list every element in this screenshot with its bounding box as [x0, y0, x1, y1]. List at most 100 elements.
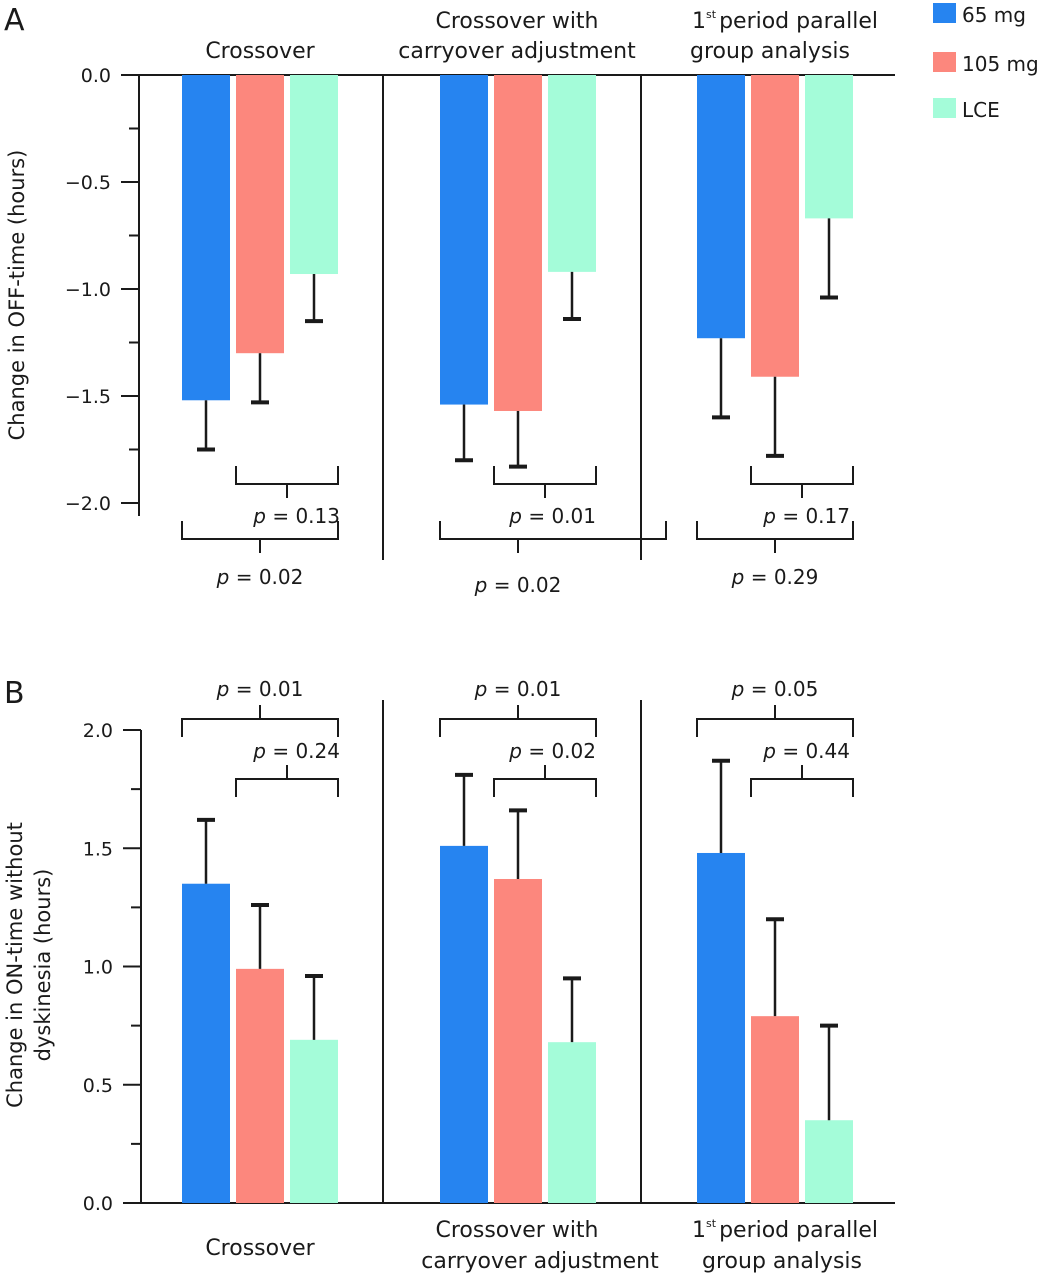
- p-value-label: p = 0.29: [731, 565, 819, 589]
- y-tick-label: −1.5: [65, 386, 111, 408]
- y-tick-label: −0.5: [65, 172, 111, 194]
- y-tick-label: 0.0: [83, 1193, 113, 1215]
- p-value: = 0.02: [522, 739, 596, 763]
- bar-65-mg-group-2: [440, 75, 488, 405]
- p-symbol: p: [216, 677, 230, 701]
- ordinal-rest: period parallel: [719, 9, 878, 34]
- bar-lce-group-1: [290, 1039, 338, 1203]
- legend-swatch-105mg: [933, 52, 956, 72]
- comparison-bracket: [181, 718, 339, 737]
- p-value-label: p = 0.05: [731, 677, 819, 701]
- bar-105-mg-group-1: [236, 968, 284, 1203]
- panel-a-comparisons: p = 0.13p = 0.02p = 0.01p = 0.02p = 0.17…: [181, 466, 854, 597]
- p-symbol: p: [252, 739, 266, 763]
- legend: 65 mg 105 mg LCE: [933, 3, 1039, 122]
- panel-b-y-axis-label-line2: dyskinesia (hours): [31, 869, 55, 1062]
- panel-b: Change in ON-time without dyskinesia (ho…: [3, 677, 895, 1274]
- bar-65-mg-group-2: [440, 845, 488, 1203]
- bar-lce-group-2: [548, 1042, 596, 1203]
- y-tick-label: 1.5: [83, 838, 113, 860]
- p-value-label: p = 0.24: [252, 739, 340, 763]
- y-tick-label: −1.0: [65, 279, 111, 301]
- p-symbol: p: [216, 565, 230, 589]
- panel-b-group-title-carryover-line2: carryover adjustment: [421, 1249, 659, 1274]
- bar-105-mg-group-3: [751, 75, 799, 377]
- panel-a-bars: [182, 75, 853, 469]
- bar-105-mg-group-2: [494, 75, 542, 411]
- panel-b-group-title-parallel-line1: 1st period parallel: [692, 1217, 878, 1243]
- p-value-label: p = 0.17: [762, 504, 850, 528]
- p-value: = 0.01: [487, 677, 561, 701]
- y-tick-label: 0.5: [83, 1075, 113, 1097]
- y-tick-label: 2.0: [83, 720, 113, 742]
- p-value-label: p = 0.02: [508, 739, 596, 763]
- legend-label-65mg: 65 mg: [962, 3, 1026, 27]
- bar-65-mg-group-1: [182, 75, 230, 401]
- bar-lce-group-2: [548, 75, 596, 272]
- bar-105-mg-group-1: [236, 75, 284, 354]
- comparison-bracket: [235, 778, 339, 797]
- p-value: = 0.02: [487, 573, 561, 597]
- panel-b-group-title-parallel-line2: group analysis: [702, 1249, 862, 1274]
- legend-label-105mg: 105 mg: [962, 52, 1039, 76]
- panel-a-y-axis-label: Change in OFF-time (hours): [5, 150, 29, 441]
- p-symbol: p: [731, 565, 745, 589]
- comparison-bracket: [235, 466, 339, 485]
- p-symbol: p: [508, 739, 522, 763]
- p-value-label: p = 0.02: [474, 573, 562, 597]
- ordinal-superscript: st: [706, 1217, 717, 1230]
- p-value: = 0.44: [776, 739, 850, 763]
- y-tick-label: 1.0: [83, 957, 113, 979]
- bar-lce-group-3: [805, 1120, 853, 1203]
- p-value-label: p = 0.01: [508, 504, 596, 528]
- p-value: = 0.01: [522, 504, 596, 528]
- panel-a-letter: A: [4, 3, 25, 38]
- y-tick-label: −2.0: [65, 493, 111, 515]
- p-value: = 0.24: [266, 739, 340, 763]
- ordinal-rest: period parallel: [719, 1218, 878, 1243]
- p-symbol: p: [252, 504, 266, 528]
- legend-label-lce: LCE: [962, 98, 1000, 122]
- comparison-bracket: [750, 466, 854, 485]
- comparison-bracket: [439, 521, 667, 540]
- p-value-label: p = 0.01: [216, 677, 304, 701]
- panel-a-group-title-parallel-line1: 1st period parallel: [692, 8, 878, 34]
- bar-105-mg-group-2: [494, 878, 542, 1203]
- legend-swatch-65mg: [933, 3, 956, 23]
- ordinal-number: 1: [692, 1218, 706, 1243]
- comparison-bracket: [696, 718, 854, 737]
- panel-a: Crossover Crossover with carryover adjus…: [5, 8, 895, 597]
- ordinal-number: 1: [692, 9, 706, 34]
- panel-a-group-title-crossover: Crossover: [205, 39, 315, 64]
- p-symbol: p: [762, 504, 776, 528]
- p-value-label: p = 0.02: [216, 565, 304, 589]
- y-tick-label: 0.0: [81, 65, 111, 87]
- comparison-bracket: [750, 778, 854, 797]
- bar-65-mg-group-3: [697, 852, 745, 1203]
- p-symbol: p: [474, 573, 488, 597]
- p-value: = 0.05: [744, 677, 818, 701]
- bar-105-mg-group-3: [751, 1016, 799, 1203]
- p-value: = 0.02: [229, 565, 303, 589]
- panel-b-letter: B: [4, 676, 25, 711]
- p-symbol: p: [508, 504, 522, 528]
- panel-b-group-title-carryover-line1: Crossover with: [435, 1218, 598, 1243]
- p-value-label: p = 0.01: [474, 677, 562, 701]
- p-value: = 0.13: [266, 504, 340, 528]
- bar-lce-group-3: [805, 75, 853, 219]
- bar-lce-group-1: [290, 75, 338, 275]
- p-symbol: p: [762, 739, 776, 763]
- panel-b-y-axis-label-line1: Change in ON-time without: [3, 822, 27, 1108]
- bar-65-mg-group-3: [697, 75, 745, 339]
- ordinal-superscript: st: [706, 8, 717, 21]
- p-value-label: p = 0.44: [762, 739, 850, 763]
- panel-b-group-title-crossover: Crossover: [205, 1236, 315, 1261]
- comparison-bracket: [439, 718, 597, 737]
- comparison-bracket: [493, 778, 597, 797]
- p-value: = 0.01: [229, 677, 303, 701]
- panel-b-bars: [182, 758, 853, 1203]
- p-value: = 0.29: [744, 565, 818, 589]
- legend-swatch-lce: [933, 98, 956, 118]
- panel-a-group-title-carryover-line1: Crossover with: [435, 9, 598, 34]
